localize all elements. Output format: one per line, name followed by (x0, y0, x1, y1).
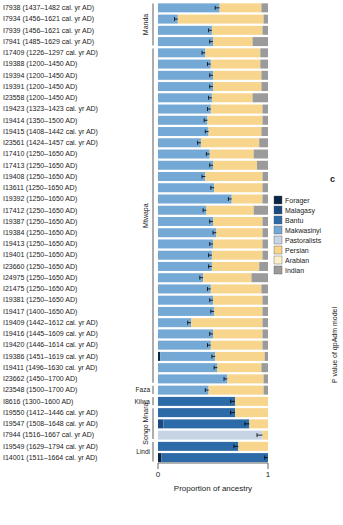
svg-text:I19415 (1408–1442 cal. yr AD): I19415 (1408–1442 cal. yr AD) (8, 128, 98, 136)
svg-text:I17412 (1250–1650 AD): I17412 (1250–1650 AD) (8, 207, 77, 215)
svg-text:Malagasy: Malagasy (285, 207, 315, 215)
svg-text:Faza: Faza (136, 386, 151, 393)
svg-text:I19413 (1250–1650 AD): I19413 (1250–1650 AD) (8, 240, 77, 248)
svg-text:P value of qpAdm model: P value of qpAdm model (331, 306, 335, 383)
svg-text:I19409 (1442–1612 cal. yr AD): I19409 (1442–1612 cal. yr AD) (8, 319, 98, 327)
svg-text:I19387 (1250–1650 AD): I19387 (1250–1650 AD) (8, 218, 77, 226)
svg-text:I19401 (1250–1650 AD): I19401 (1250–1650 AD) (8, 251, 77, 259)
svg-text:I7938 (1437–1482 cal. yr AD): I7938 (1437–1482 cal. yr AD) (8, 4, 94, 12)
svg-text:I19391 (1200–1450 AD): I19391 (1200–1450 AD) (8, 83, 77, 91)
svg-text:I7939 (1456–1621 cal. yr AD): I7939 (1456–1621 cal. yr AD) (8, 27, 94, 35)
svg-text:I24975 (1250–1650 AD): I24975 (1250–1650 AD) (8, 274, 77, 282)
svg-text:Kilwa: Kilwa (134, 398, 150, 405)
svg-text:c: c (330, 174, 335, 184)
svg-text:I23561 (1424–1457 cal. yr AD): I23561 (1424–1457 cal. yr AD) (8, 139, 98, 147)
svg-text:Forager: Forager (285, 197, 310, 205)
svg-text:I17409 (1226–1297 cal. yr AD): I17409 (1226–1297 cal. yr AD) (8, 49, 98, 57)
svg-text:I21475 (1250–1650 AD): I21475 (1250–1650 AD) (8, 285, 77, 293)
svg-text:I23660 (1250–1650 AD): I23660 (1250–1650 AD) (8, 263, 77, 271)
svg-text:I23662 (1450–1700 AD): I23662 (1450–1700 AD) (8, 375, 77, 383)
svg-text:Songo Mnara: Songo Mnara (142, 403, 150, 445)
svg-text:I14001 (1511–1664 cal. yr AD): I14001 (1511–1664 cal. yr AD) (8, 454, 97, 462)
svg-text:Persian: Persian (285, 247, 309, 254)
svg-text:I19408 (1250–1650 AD): I19408 (1250–1650 AD) (8, 173, 77, 181)
svg-text:Proportion of ancestry: Proportion of ancestry (174, 484, 252, 493)
svg-text:I19420 (1446–1614 cal. yr AD): I19420 (1446–1614 cal. yr AD) (8, 341, 98, 349)
svg-text:I17410 (1250–1650 AD): I17410 (1250–1650 AD) (8, 150, 77, 158)
svg-text:Indian: Indian (285, 267, 304, 274)
svg-text:I19386 (1451–1619 cal. yr AD): I19386 (1451–1619 cal. yr AD) (8, 353, 98, 361)
svg-text:I17413 (1250–1650 AD): I17413 (1250–1650 AD) (8, 162, 77, 170)
svg-text:Manda: Manda (142, 14, 149, 36)
svg-text:I19384 (1250–1650 AD): I19384 (1250–1650 AD) (8, 229, 77, 237)
svg-text:I7934 (1456–1621 cal. yr AD): I7934 (1456–1621 cal. yr AD) (8, 15, 94, 23)
svg-text:I19394 (1200–1450 AD): I19394 (1200–1450 AD) (8, 72, 77, 80)
svg-text:I19547 (1508–1648 cal. yr AD): I19547 (1508–1648 cal. yr AD) (8, 420, 98, 428)
svg-text:I8616 (1300–1600 AD): I8616 (1300–1600 AD) (8, 398, 73, 406)
svg-text:0: 0 (156, 470, 161, 479)
svg-text:1: 1 (266, 470, 271, 479)
svg-text:I23558 (1200–1450 AD): I23558 (1200–1450 AD) (8, 94, 77, 102)
svg-text:I19411 (1496–1630 cal. yr AD): I19411 (1496–1630 cal. yr AD) (8, 364, 97, 372)
svg-text:Arabian: Arabian (285, 257, 309, 264)
svg-text:I7944 (1516–1667 cal. yr AD): I7944 (1516–1667 cal. yr AD) (8, 431, 94, 439)
svg-text:I19388 (1200–1450 AD): I19388 (1200–1450 AD) (8, 60, 77, 68)
svg-text:Makwasinyi: Makwasinyi (285, 227, 322, 235)
svg-text:Bantu: Bantu (285, 217, 303, 224)
svg-text:I23548 (1500–1700 AD): I23548 (1500–1700 AD) (8, 386, 77, 394)
svg-text:I13611 (1250–1650 AD): I13611 (1250–1650 AD) (8, 184, 77, 192)
svg-text:I19416 (1445–1609 cal. yr AD): I19416 (1445–1609 cal. yr AD) (8, 330, 98, 338)
svg-text:I19549 (1629–1794 cal. yr AD): I19549 (1629–1794 cal. yr AD) (8, 443, 98, 451)
svg-text:I19414 (1350–1500 AD): I19414 (1350–1500 AD) (8, 117, 77, 125)
svg-text:I19381 (1250–1650 AD): I19381 (1250–1650 AD) (8, 296, 77, 304)
svg-text:Mtwapa: Mtwapa (142, 203, 150, 228)
svg-text:I19423 (1323–1423 cal. yr AD): I19423 (1323–1423 cal. yr AD) (8, 105, 98, 113)
svg-text:I19417 (1400–1650 AD): I19417 (1400–1650 AD) (8, 308, 77, 316)
svg-text:I19392 (1250–1650 AD): I19392 (1250–1650 AD) (8, 195, 77, 203)
svg-text:I19550 (1412–1446 cal. yr AD): I19550 (1412–1446 cal. yr AD) (8, 409, 98, 417)
svg-text:Pastoralists: Pastoralists (285, 237, 322, 244)
svg-text:Lindi: Lindi (136, 448, 150, 455)
svg-text:I7941 (1485–1629 cal. yr AD): I7941 (1485–1629 cal. yr AD) (8, 38, 94, 46)
